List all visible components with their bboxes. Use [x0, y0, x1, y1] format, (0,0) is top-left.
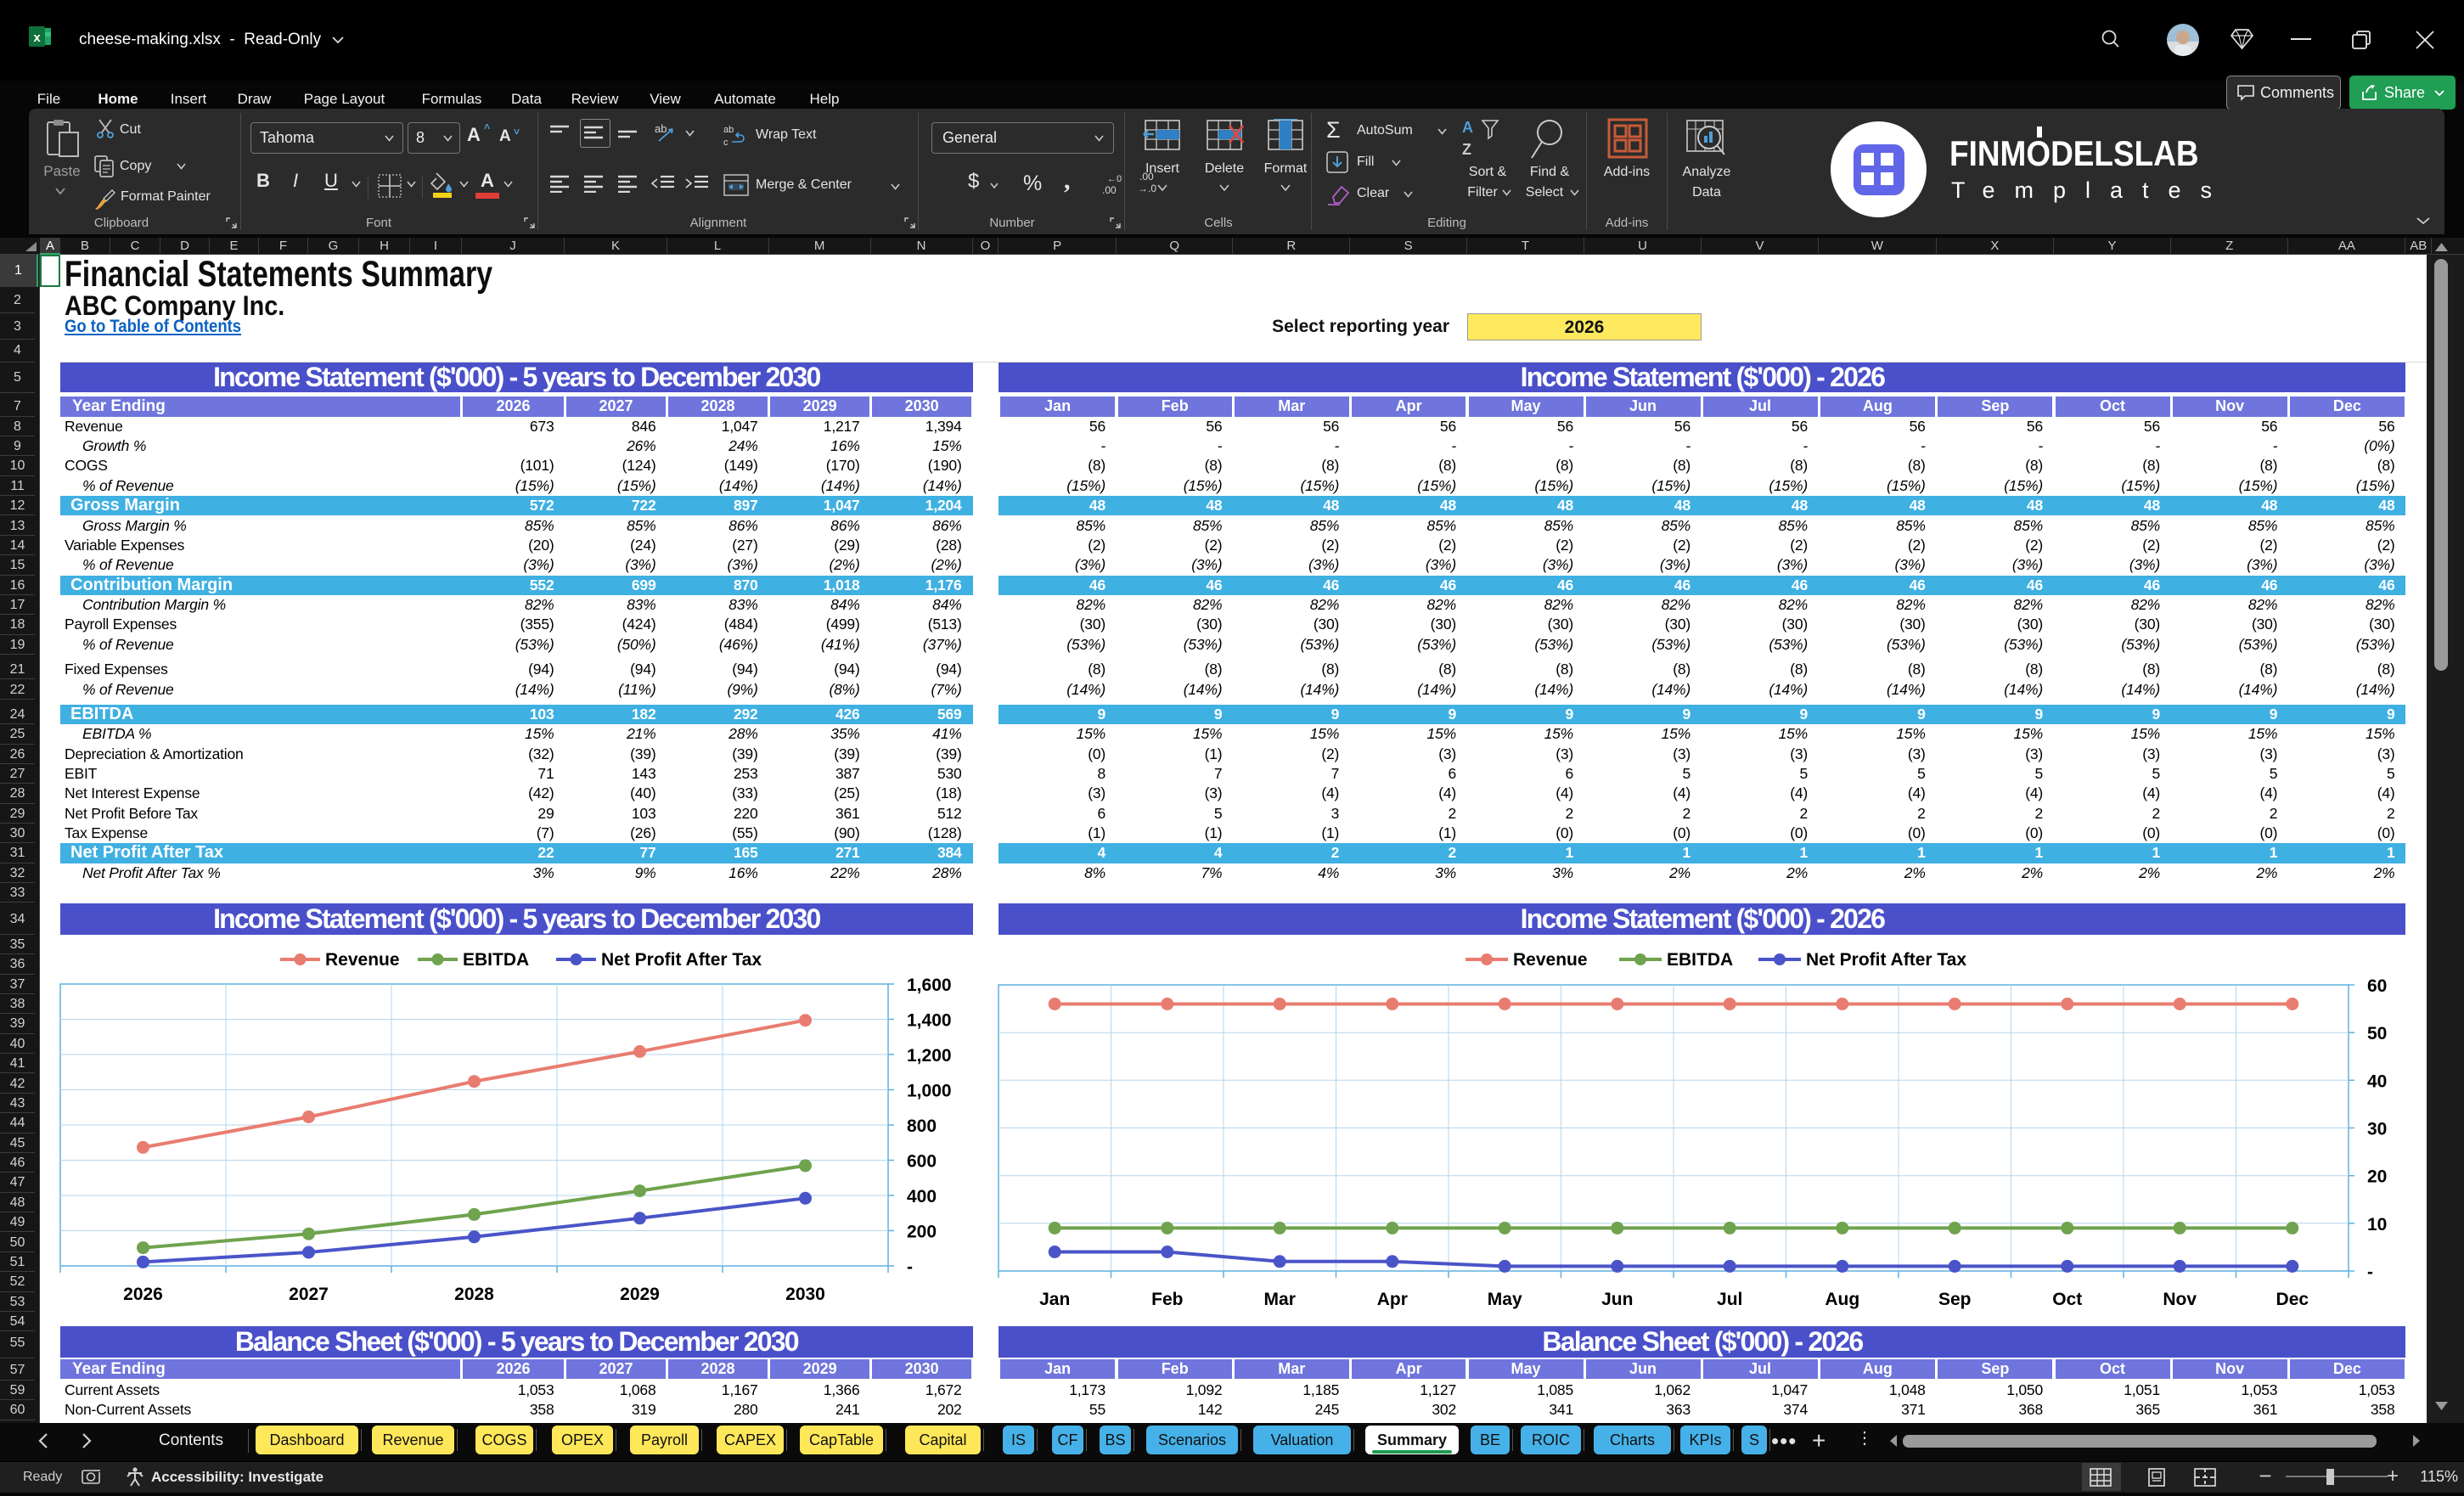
- svg-text:2028: 2028: [454, 1285, 494, 1304]
- svg-text:May: May: [1488, 1290, 1522, 1309]
- svg-text:1,600: 1,600: [907, 976, 952, 995]
- svg-text:2029: 2029: [620, 1285, 660, 1304]
- svg-text:20: 20: [2367, 1167, 2387, 1187]
- svg-text:EBITDA: EBITDA: [463, 950, 529, 970]
- svg-text:Aug: Aug: [1825, 1290, 1859, 1309]
- svg-text:40: 40: [2367, 1071, 2387, 1091]
- svg-text:50: 50: [2367, 1024, 2387, 1043]
- svg-text:Jun: Jun: [1601, 1290, 1633, 1309]
- svg-text:x: x: [33, 31, 41, 45]
- svg-text:Z: Z: [1462, 141, 1471, 158]
- svg-text:.00: .00: [1102, 184, 1117, 196]
- svg-text:10: 10: [2367, 1215, 2387, 1234]
- svg-text:Net Profit After Tax: Net Profit After Tax: [601, 950, 762, 970]
- svg-text:400: 400: [907, 1187, 937, 1206]
- svg-text:Revenue: Revenue: [1513, 950, 1588, 970]
- svg-text:Apr: Apr: [1377, 1290, 1408, 1309]
- svg-text:1,000: 1,000: [907, 1082, 952, 1101]
- svg-text:2027: 2027: [289, 1285, 329, 1304]
- svg-text:800: 800: [907, 1116, 937, 1136]
- svg-text:60: 60: [2367, 976, 2387, 996]
- svg-text:Feb: Feb: [1151, 1290, 1183, 1309]
- svg-text:2026: 2026: [123, 1285, 163, 1304]
- svg-text:A: A: [1462, 119, 1473, 136]
- svg-text:Dec: Dec: [2276, 1290, 2309, 1309]
- svg-text:Jul: Jul: [1717, 1290, 1742, 1309]
- svg-text:Net Profit After Tax: Net Profit After Tax: [1806, 950, 1966, 970]
- svg-text:EBITDA: EBITDA: [1667, 950, 1733, 970]
- svg-text:600: 600: [907, 1152, 937, 1172]
- svg-text:Nov: Nov: [2163, 1290, 2197, 1309]
- svg-text:200: 200: [907, 1223, 937, 1242]
- svg-text:-: -: [2367, 1263, 2373, 1282]
- svg-text:c: c: [723, 138, 729, 148]
- svg-text:1,400: 1,400: [907, 1011, 952, 1031]
- svg-text:1,200: 1,200: [907, 1046, 952, 1066]
- svg-text:Sep: Sep: [1938, 1290, 1972, 1309]
- svg-text:2030: 2030: [785, 1285, 825, 1304]
- svg-text:30: 30: [2367, 1120, 2387, 1139]
- svg-text:ab: ab: [723, 125, 734, 135]
- svg-text:Mar: Mar: [1264, 1290, 1296, 1309]
- svg-text:ab: ab: [655, 122, 667, 135]
- svg-text:Revenue: Revenue: [325, 950, 400, 970]
- svg-text:-: -: [907, 1257, 913, 1277]
- svg-text:Jan: Jan: [1039, 1290, 1070, 1309]
- svg-text:Oct: Oct: [2052, 1290, 2082, 1309]
- svg-text:←0: ←0: [1107, 174, 1122, 184]
